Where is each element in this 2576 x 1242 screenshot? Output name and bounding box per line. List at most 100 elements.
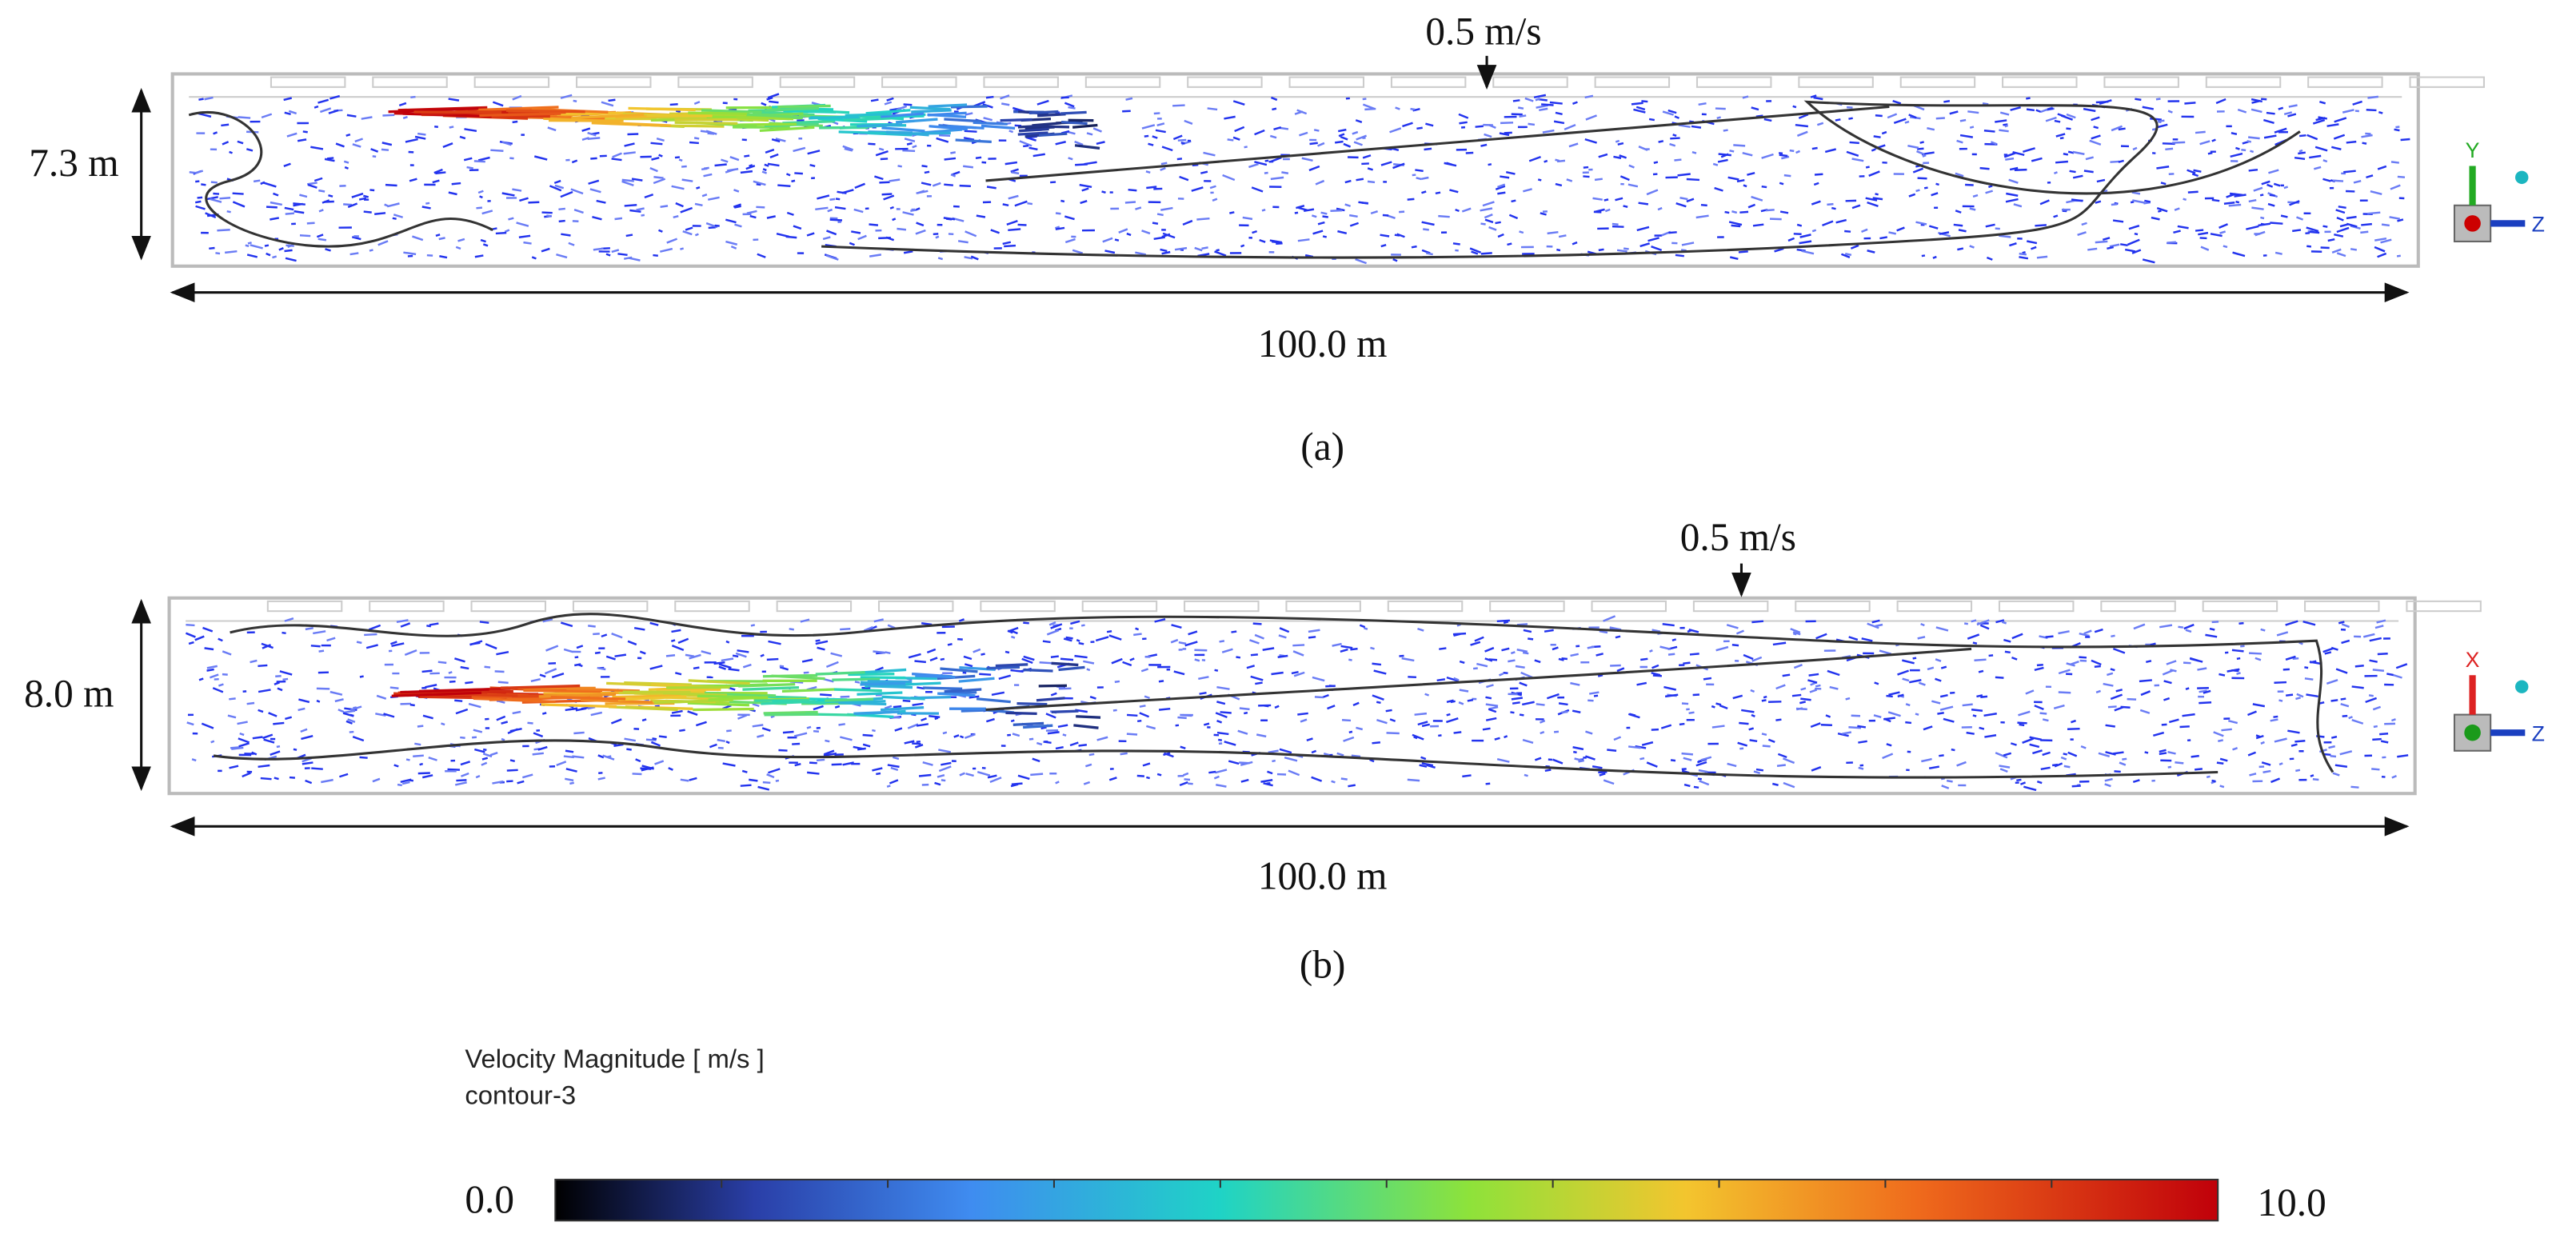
panel-cell [369, 600, 445, 613]
velocity-vector [2203, 689, 2211, 694]
jet-vector [1017, 124, 1048, 129]
velocity-vector [1792, 631, 1801, 636]
velocity-vector [1675, 202, 1687, 208]
velocity-vector [343, 203, 353, 206]
velocity-vector [1652, 674, 1663, 677]
domain-box [167, 596, 2417, 796]
velocity-vector [1816, 122, 1824, 126]
velocity-vector [1524, 97, 1534, 102]
jet-vector [972, 121, 1008, 126]
velocity-vector [2156, 206, 2168, 213]
velocity-vector [2104, 777, 2113, 782]
panel-cell [881, 76, 957, 88]
velocity-vector [976, 214, 986, 218]
velocity-vector [1874, 681, 1879, 685]
velocity-vector [652, 737, 657, 741]
jet-vector [688, 111, 750, 115]
velocity-vector [396, 619, 409, 623]
velocity-vector [1723, 129, 1728, 132]
velocity-vector [386, 202, 400, 208]
jet-vector [628, 106, 696, 112]
velocity-vector [1488, 708, 1497, 713]
velocity-vector [2247, 710, 2257, 717]
velocity-vector [1534, 659, 1541, 664]
velocity-vector [1627, 183, 1639, 188]
velocity-vector [938, 765, 952, 773]
velocity-vector [1935, 626, 1949, 632]
velocity-vector [242, 772, 251, 778]
velocity-vector [1416, 177, 1422, 181]
velocity-vector [276, 745, 281, 749]
velocity-vector [1028, 146, 1038, 151]
length-label: 100.0 m [1258, 321, 1388, 365]
velocity-vector [1120, 752, 1128, 756]
velocity-vector [639, 650, 646, 655]
velocity-vector [1294, 110, 1304, 115]
velocity-vector [2327, 238, 2335, 242]
velocity-vector [740, 784, 752, 787]
velocity-vector [1681, 702, 1689, 705]
velocity-vector [1703, 677, 1712, 681]
velocity-vector [1055, 781, 1060, 785]
velocity-vector [693, 666, 700, 670]
velocity-vector [1126, 713, 1138, 717]
velocity-vector [1521, 701, 1535, 706]
velocity-vector [886, 785, 891, 788]
contour-line [188, 111, 493, 248]
velocity-vector [2335, 668, 2348, 674]
velocity-vector [1092, 127, 1102, 133]
jet-vector [688, 679, 750, 685]
velocity-vector [1080, 624, 1085, 627]
velocity-vector [1619, 154, 1627, 159]
velocity-vector [212, 687, 224, 693]
velocity-vector [1216, 685, 1230, 690]
velocity-vector [1990, 141, 1997, 146]
velocity-vector [1795, 123, 1809, 128]
velocity-vector [597, 777, 605, 781]
velocity-vector [1792, 105, 1797, 109]
velocity-vector [1410, 107, 1416, 111]
velocity-vector [1957, 247, 1964, 251]
velocity-vector [1647, 237, 1659, 242]
velocity-vector [708, 226, 716, 230]
velocity-vector [1055, 226, 1065, 230]
velocity-vector [1214, 669, 1219, 672]
velocity-vector [532, 752, 544, 756]
velocity-vector [2031, 246, 2037, 250]
velocity-vector [226, 210, 231, 214]
velocity-vector [2378, 110, 2383, 114]
velocity-vector [1500, 122, 1514, 125]
velocity-vector [1118, 228, 1128, 234]
velocity-vector [1274, 705, 1280, 709]
velocity-vector [437, 661, 447, 665]
velocity-vector [1660, 724, 1672, 729]
velocity-vector [1649, 649, 1653, 653]
velocity-vector [1086, 132, 1093, 136]
velocity-vector [1141, 230, 1151, 235]
velocity-vector [363, 210, 372, 214]
velocity-vector [1879, 649, 1892, 655]
velocity-vector [460, 665, 469, 670]
velocity-vector [481, 757, 489, 761]
velocity-vector [2247, 751, 2256, 757]
velocity-vector [469, 640, 483, 646]
velocity-vector [1670, 137, 1680, 140]
velocity-vector [1348, 784, 1356, 788]
legend-min: 0.0 [465, 1177, 514, 1221]
velocity-vector [485, 643, 497, 650]
velocity-vector [465, 681, 473, 685]
jet-vector [550, 696, 626, 701]
velocity-vector [854, 681, 861, 684]
velocity-vector [2109, 243, 2120, 248]
velocity-vector [1515, 665, 1525, 669]
velocity-vector [1544, 159, 1548, 163]
jet-vector [674, 121, 738, 126]
velocity-vector [1907, 144, 1919, 150]
velocity-vector [1631, 102, 1643, 106]
velocity-vector [284, 206, 294, 211]
velocity-vector [1449, 189, 1459, 194]
velocity-vector [921, 622, 933, 626]
velocity-vector [816, 758, 825, 762]
velocity-vector [1747, 203, 1756, 209]
velocity-vector [191, 758, 197, 762]
